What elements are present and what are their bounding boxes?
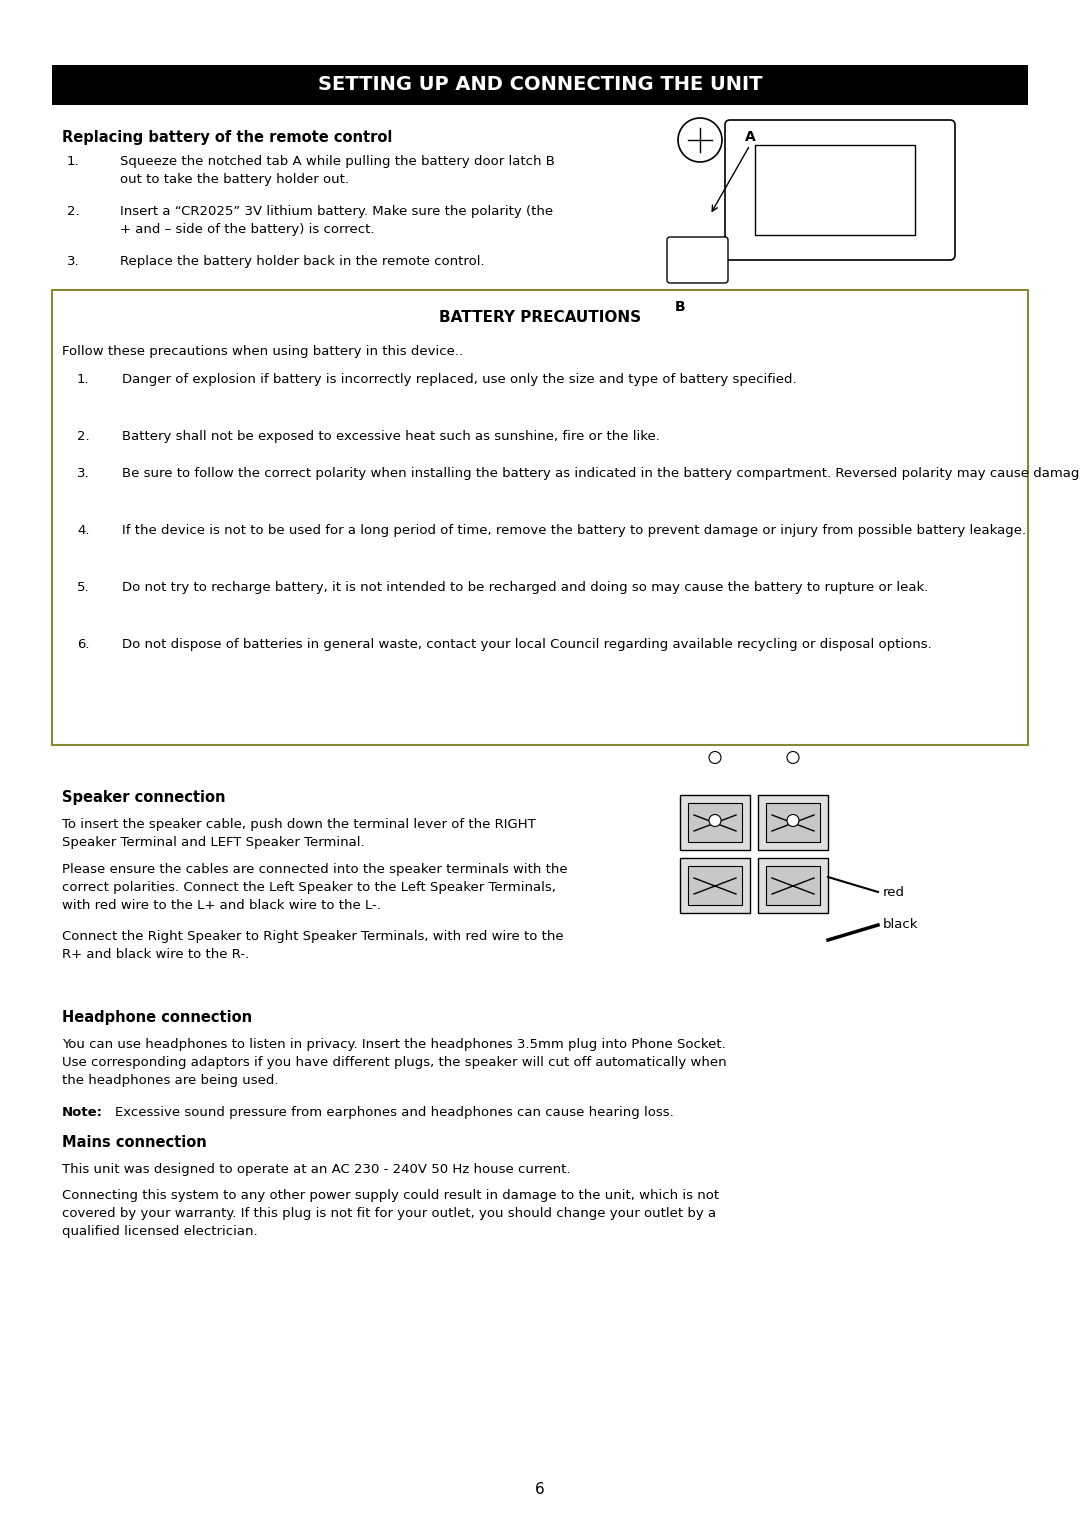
Text: red: red: [883, 885, 905, 899]
Text: You can use headphones to listen in privacy. Insert the headphones 3.5mm plug in: You can use headphones to listen in priv…: [62, 1038, 727, 1087]
FancyBboxPatch shape: [766, 865, 820, 905]
FancyBboxPatch shape: [758, 858, 828, 913]
FancyBboxPatch shape: [725, 119, 955, 260]
Text: 1.: 1.: [67, 154, 80, 168]
Text: 4.: 4.: [77, 524, 90, 537]
Text: Headphone connection: Headphone connection: [62, 1011, 252, 1024]
Text: Excessive sound pressure from earphones and headphones can cause hearing loss.: Excessive sound pressure from earphones …: [114, 1105, 674, 1119]
FancyBboxPatch shape: [688, 865, 742, 905]
Text: 2.: 2.: [77, 430, 90, 443]
Text: Mains connection: Mains connection: [62, 1135, 206, 1150]
Text: SETTING UP AND CONNECTING THE UNIT: SETTING UP AND CONNECTING THE UNIT: [318, 75, 762, 95]
Text: Insert a “CR2025” 3V lithium battery. Make sure the polarity (the
+ and – side o: Insert a “CR2025” 3V lithium battery. Ma…: [120, 205, 553, 235]
FancyBboxPatch shape: [52, 291, 1028, 745]
Text: Replacing battery of the remote control: Replacing battery of the remote control: [62, 130, 392, 145]
Text: 6.: 6.: [77, 638, 90, 651]
Bar: [52, 66, 1028, 106]
Text: black: black: [883, 919, 918, 931]
Text: Be sure to follow the correct polarity when installing the battery as indicated : Be sure to follow the correct polarity w…: [122, 466, 1080, 480]
FancyBboxPatch shape: [758, 795, 828, 850]
Text: A: A: [745, 130, 756, 144]
Text: Follow these precautions when using battery in this device..: Follow these precautions when using batt…: [62, 346, 463, 358]
Text: 6: 6: [535, 1483, 545, 1497]
Text: Do not try to recharge battery, it is not intended to be recharged and doing so : Do not try to recharge battery, it is no…: [122, 581, 929, 593]
Text: Please ensure the cables are connected into the speaker terminals with the
corre: Please ensure the cables are connected i…: [62, 862, 568, 911]
Text: Squeeze the notched tab A while pulling the battery door latch B
out to take the: Squeeze the notched tab A while pulling …: [120, 154, 555, 187]
Text: Speaker connection: Speaker connection: [62, 790, 226, 804]
Text: This unit was designed to operate at an AC 230 - 240V 50 Hz house current.: This unit was designed to operate at an …: [62, 1164, 570, 1176]
Text: 3.: 3.: [67, 255, 80, 268]
FancyBboxPatch shape: [680, 858, 750, 913]
Text: B: B: [675, 300, 686, 313]
Circle shape: [787, 815, 799, 827]
Text: 5.: 5.: [77, 581, 90, 593]
Text: Connecting this system to any other power supply could result in damage to the u: Connecting this system to any other powe…: [62, 1190, 719, 1238]
Text: Replace the battery holder back in the remote control.: Replace the battery holder back in the r…: [120, 255, 485, 268]
Text: Battery shall not be exposed to excessive heat such as sunshine, fire or the lik: Battery shall not be exposed to excessiv…: [122, 430, 660, 443]
Text: 1.: 1.: [77, 373, 90, 385]
FancyBboxPatch shape: [680, 795, 750, 850]
Text: BATTERY PRECAUTIONS: BATTERY PRECAUTIONS: [438, 310, 642, 326]
Text: 3.: 3.: [77, 466, 90, 480]
Text: Do not dispose of batteries in general waste, contact your local Council regardi: Do not dispose of batteries in general w…: [122, 638, 932, 651]
FancyBboxPatch shape: [688, 803, 742, 842]
Text: Note:: Note:: [62, 1105, 103, 1119]
Text: 2.: 2.: [67, 205, 80, 219]
FancyBboxPatch shape: [766, 803, 820, 842]
Text: To insert the speaker cable, push down the terminal lever of the RIGHT
Speaker T: To insert the speaker cable, push down t…: [62, 818, 536, 849]
Circle shape: [708, 751, 721, 763]
Circle shape: [787, 751, 799, 763]
FancyBboxPatch shape: [667, 237, 728, 283]
Circle shape: [708, 815, 721, 827]
FancyBboxPatch shape: [755, 145, 915, 235]
Circle shape: [678, 118, 723, 162]
Text: If the device is not to be used for a long period of time, remove the battery to: If the device is not to be used for a lo…: [122, 524, 1026, 537]
Text: Danger of explosion if battery is incorrectly replaced, use only the size and ty: Danger of explosion if battery is incorr…: [122, 373, 797, 385]
Text: Connect the Right Speaker to Right Speaker Terminals, with red wire to the
R+ an: Connect the Right Speaker to Right Speak…: [62, 930, 564, 962]
